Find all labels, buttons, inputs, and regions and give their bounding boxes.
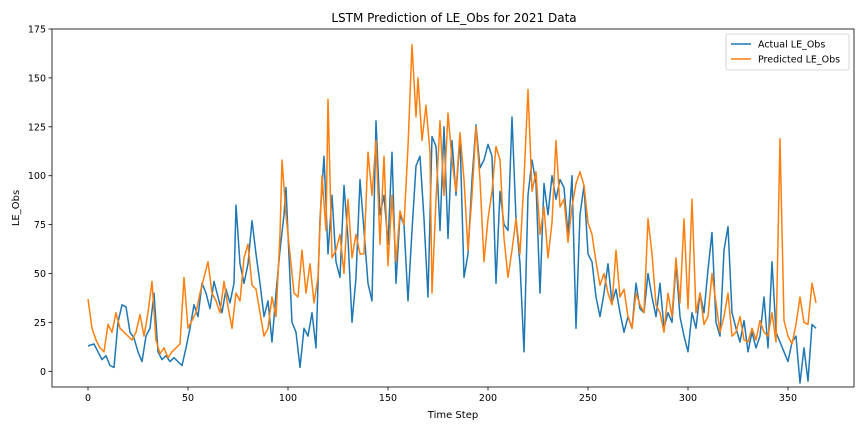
x-tick-label: 100 [279,393,297,404]
y-tick-label: 25 [34,318,46,329]
legend: Actual LE_Obs Predicted LE_Obs [725,33,850,71]
x-tick-label: 250 [579,393,597,404]
x-axis-ticks: 0 50 100 150 200 250 300 350 [85,387,797,404]
y-tick-label: 175 [28,25,46,36]
x-tick-label: 300 [679,393,697,404]
x-tick-label: 0 [85,393,91,404]
legend-label-predicted: Predicted LE_Obs [758,55,840,66]
y-tick-label: 100 [28,171,46,182]
y-tick-label: 50 [34,269,46,280]
y-tick-label: 150 [28,73,46,84]
y-axis-ticks: 0 25 50 75 100 125 150 175 [28,25,52,378]
plot-frame [51,28,855,388]
plot-series-group [87,43,817,384]
series-line-actual [87,116,817,384]
chart-title: LSTM Prediction of LE_Obs for 2021 Data [331,11,576,25]
x-tick-label: 200 [479,393,497,404]
y-tick-label: 125 [28,122,46,133]
y-tick-label: 0 [40,367,46,378]
legend-box [725,33,850,71]
x-tick-label: 150 [379,393,397,404]
legend-label-actual: Actual LE_Obs [758,40,825,51]
x-tick-label: 350 [779,393,797,404]
y-axis-label: LE_Obs [11,190,22,226]
y-tick-label: 75 [34,220,46,231]
series-line-predicted [87,43,817,359]
x-axis-label: Time Step [427,410,478,421]
x-tick-label: 50 [182,393,194,404]
